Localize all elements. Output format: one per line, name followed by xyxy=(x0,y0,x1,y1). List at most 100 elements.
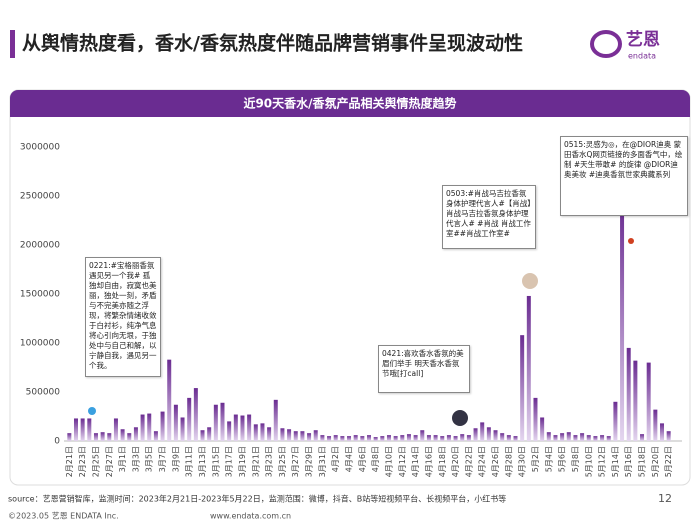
bar xyxy=(600,435,605,441)
bar xyxy=(73,418,78,441)
bar xyxy=(506,435,511,441)
y-tick-label: 1000000 xyxy=(20,339,60,349)
logo-mark xyxy=(590,30,622,58)
bar xyxy=(546,432,551,441)
bar xyxy=(367,435,371,441)
source: source：艺恩营销智库，监测时间：2023年2月21日-2023年5月22日… xyxy=(8,494,506,504)
bar xyxy=(526,295,531,441)
x-tick-label: 4月6日 xyxy=(358,446,367,472)
bar xyxy=(500,433,505,441)
x-tick-label: 3月15日 xyxy=(211,446,220,477)
bar xyxy=(380,436,385,441)
bar xyxy=(220,402,225,441)
bar xyxy=(287,429,292,441)
bar xyxy=(666,431,671,441)
logo-cn: 艺恩 xyxy=(626,29,660,50)
logo-en: endata xyxy=(628,52,656,61)
bar xyxy=(420,430,425,441)
x-tick-label: 5月8日 xyxy=(571,446,580,472)
x-tick-label: 4月10日 xyxy=(384,446,393,477)
bar xyxy=(566,432,571,441)
bar xyxy=(660,423,665,441)
bar xyxy=(247,414,252,441)
bar xyxy=(460,434,465,441)
x-tick-label: 5月4日 xyxy=(544,446,553,472)
bar xyxy=(127,433,132,441)
bar xyxy=(167,359,172,441)
x-tick-label: 5月16日 xyxy=(624,446,633,477)
x-tick-label: 4月18日 xyxy=(438,446,447,477)
bar xyxy=(147,413,152,441)
x-tick-label: 4月26日 xyxy=(491,446,500,477)
bar xyxy=(653,409,658,441)
bar xyxy=(347,436,352,441)
icon xyxy=(628,238,634,244)
bar xyxy=(646,362,651,441)
x-tick-label: 3月25日 xyxy=(278,446,287,477)
bar xyxy=(533,397,538,441)
x-tick-label: 4月30日 xyxy=(518,446,527,477)
x-tick-label: 5月18日 xyxy=(638,446,647,477)
bar xyxy=(513,436,518,441)
x-tick-label: 2月27日 xyxy=(105,446,114,477)
bar xyxy=(453,436,458,441)
annotation: 0221:#宝格丽香氛遇见另一个我# 孤独却自由，寂寞也美丽，独处一刻，矛盾与不… xyxy=(85,257,161,377)
bar xyxy=(393,436,398,441)
bar xyxy=(187,397,192,441)
bar xyxy=(573,435,578,441)
x-tick-label: 2月21日 xyxy=(65,446,74,477)
annotation: 0515:灵感为◎，在@DIOR迪奥 蒙田香水Q网页链接的多面香气中，绘制 #天… xyxy=(560,136,688,216)
x-tick-label: 3月5日 xyxy=(145,446,154,472)
bar xyxy=(540,417,545,441)
y-tick-label: 3000000 xyxy=(20,143,60,153)
bar xyxy=(213,404,218,441)
bar xyxy=(160,411,165,441)
bar xyxy=(620,203,625,441)
x-tick-label: 4月28日 xyxy=(504,446,513,477)
bar xyxy=(233,414,238,441)
chart-header xyxy=(10,90,690,117)
bar xyxy=(353,435,358,441)
x-tick-label: 4月12日 xyxy=(398,446,407,477)
bar xyxy=(87,418,92,441)
page-number: 12 xyxy=(658,492,672,505)
x-tick-label: 4月22日 xyxy=(464,446,473,477)
bar xyxy=(113,418,118,441)
bar xyxy=(227,421,232,441)
bar xyxy=(560,433,565,441)
bar xyxy=(327,436,332,441)
bar xyxy=(626,347,631,441)
x-tick-label: 3月21日 xyxy=(251,446,260,477)
bar xyxy=(300,431,305,441)
bar xyxy=(400,435,405,441)
x-tick-label: 2月25日 xyxy=(91,446,100,477)
x-tick-label: 4月8日 xyxy=(371,446,380,472)
bar xyxy=(633,360,638,441)
x-tick-label: 3月17日 xyxy=(225,446,234,477)
bar xyxy=(386,435,391,441)
bar xyxy=(466,435,471,441)
bar xyxy=(580,433,585,441)
bar xyxy=(193,388,198,441)
x-tick-label: 3月3日 xyxy=(131,446,140,472)
bar xyxy=(200,430,205,441)
x-tick-label: 5月22日 xyxy=(664,446,673,477)
x-tick-label: 5月12日 xyxy=(598,446,607,477)
bar xyxy=(100,432,105,441)
annotation: 0503:#肖战马吉拉香氛身体护理代言人#【肖战】肖战马吉拉香氛身体护理代言人#… xyxy=(442,185,536,249)
bar xyxy=(313,430,318,441)
bar xyxy=(493,430,498,441)
bar xyxy=(307,433,312,441)
x-tick-label: 5月20日 xyxy=(651,446,660,477)
bar xyxy=(207,427,212,441)
bar xyxy=(426,435,431,441)
bar xyxy=(473,428,478,441)
x-tick-label: 4月24日 xyxy=(478,446,487,477)
x-tick-label: 5月6日 xyxy=(558,446,567,472)
y-tick-label: 500000 xyxy=(26,388,61,398)
bar xyxy=(486,427,491,441)
bar xyxy=(253,424,258,441)
avatar xyxy=(452,410,468,426)
x-tick-label: 4月20日 xyxy=(451,446,460,477)
